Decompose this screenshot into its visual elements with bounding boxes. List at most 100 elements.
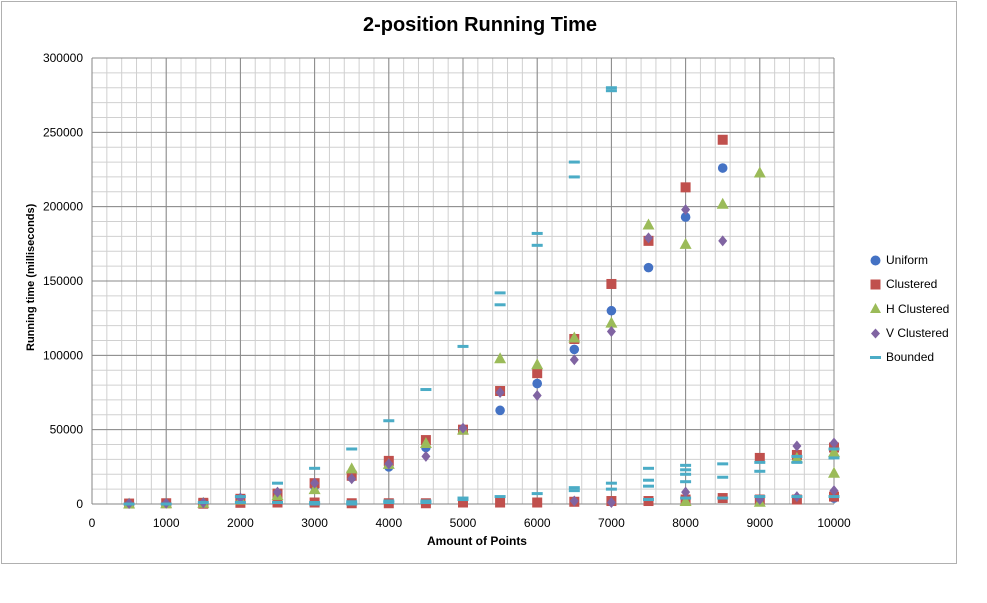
h-clustered-point: [716, 197, 729, 209]
legend-label-h-clustered: H Clustered: [886, 301, 950, 316]
v-clustered-point: [495, 387, 505, 398]
x-tick-label: 2000: [227, 516, 254, 530]
v-clustered-point: [718, 235, 728, 247]
bounded-point: [680, 496, 692, 500]
uniform-point: [532, 378, 542, 389]
h-clustered-point: [568, 331, 581, 343]
v-clustered-point: [347, 473, 357, 485]
legend-item-uniform: Uniform: [870, 248, 949, 272]
x-tick-label: 10000: [817, 516, 851, 530]
v-clustered-point: [273, 486, 282, 498]
bounded-point: [494, 291, 506, 295]
v-clustered-point: [569, 354, 579, 366]
bounded-point: [346, 447, 358, 451]
uniform-point: [643, 262, 654, 273]
bounded-point: [346, 500, 358, 504]
uniform-point: [680, 212, 691, 222]
y-tick-label: 200000: [43, 200, 83, 214]
bounded-point: [605, 89, 617, 93]
legend-marker-uniform: [870, 255, 881, 266]
v-clustered-point: [829, 485, 839, 497]
h-clustered-point: [753, 166, 766, 178]
bounded-point: [568, 489, 580, 493]
bounded-point: [605, 487, 617, 491]
bounded-point: [568, 160, 580, 164]
bounded-point: [643, 498, 654, 502]
bounded-point: [346, 502, 358, 506]
bounded-point: [383, 499, 395, 503]
bounded-point: [717, 496, 729, 500]
bounded-point: [123, 502, 135, 506]
bounded-point: [717, 475, 729, 479]
legend-item-bounded: Bounded: [870, 345, 949, 369]
v-clustered-point: [569, 495, 579, 507]
bounded-point: [791, 454, 803, 458]
x-axis-label: Amount of Points: [427, 534, 527, 548]
clustered-point: [458, 497, 468, 508]
legend-label-bounded: Bounded: [886, 350, 935, 365]
bounded-point: [531, 243, 543, 247]
legend-item-v-clustered: V Clustered: [870, 321, 949, 345]
bounded-point: [531, 492, 543, 496]
bounded-point: [197, 501, 209, 505]
v-clustered-point: [310, 477, 320, 489]
bounded-point: [605, 481, 617, 485]
v-clustered-point: [792, 440, 802, 452]
clustered-point: [680, 182, 691, 193]
bounded-point: [457, 496, 469, 500]
clustered-point: [532, 368, 543, 379]
y-tick-label: 150000: [43, 274, 83, 288]
legend-label-v-clustered: V Clustered: [886, 326, 949, 341]
y-tick-label: 250000: [43, 125, 83, 139]
y-tick-label: 300000: [43, 51, 83, 65]
legend-label-clustered: Clustered: [886, 277, 938, 292]
legend-item-clustered: Clustered: [870, 272, 949, 296]
clustered-point: [532, 497, 543, 508]
h-clustered-point: [828, 466, 840, 478]
bounded-point: [309, 502, 321, 506]
v-clustered-point: [681, 204, 691, 216]
bounded-point: [754, 460, 766, 464]
bounded-point: [420, 388, 432, 392]
bounded-point: [272, 501, 283, 505]
bounded-point: [457, 344, 469, 348]
bounded-point: [234, 501, 246, 505]
bounded-point: [680, 468, 692, 472]
bounded-point: [383, 419, 395, 423]
x-tick-label: 3000: [301, 516, 328, 530]
scatter-chart: 0 1000 2000 3000 4000 5000 6000 7000 8000 9000 100…: [43, 51, 851, 530]
bounded-point: [717, 462, 729, 466]
h-clustered-point: [828, 445, 840, 457]
x-tick-label: 6000: [524, 516, 551, 530]
legend-marker-clustered: [870, 279, 881, 290]
clustered-point: [754, 452, 765, 463]
h-clustered-point: [679, 495, 692, 507]
legend-marker-h-clustered: [870, 303, 881, 314]
x-tick-label: 9000: [746, 516, 773, 530]
y-tick-label: 50000: [50, 423, 84, 437]
clustered-point: [495, 497, 506, 508]
h-clustered-point: [642, 218, 655, 230]
bounded-point: [680, 480, 692, 484]
bounded-point: [680, 472, 692, 476]
x-tick-label: 5000: [450, 516, 477, 530]
uniform-point: [717, 163, 728, 173]
v-clustered-point: [384, 458, 394, 470]
bounded-point: [160, 502, 172, 506]
x-tick-label: 8000: [672, 516, 699, 530]
bounded-point: [309, 466, 321, 470]
bounded-point: [605, 86, 617, 90]
bounded-point: [828, 447, 840, 451]
h-clustered-point: [605, 316, 618, 328]
bounded-point: [791, 460, 803, 464]
bounded-point: [531, 231, 543, 235]
bounded-point: [494, 495, 506, 499]
bounded-point: [828, 456, 840, 460]
bounded-point: [234, 495, 246, 499]
v-clustered-point: [644, 232, 653, 244]
bounded-point: [643, 484, 654, 488]
legend: Uniform Clustered H Clustered V Clustered Bo…: [870, 248, 949, 369]
clustered-point: [717, 134, 728, 145]
uniform-point: [495, 405, 505, 416]
v-clustered-point: [606, 497, 616, 509]
